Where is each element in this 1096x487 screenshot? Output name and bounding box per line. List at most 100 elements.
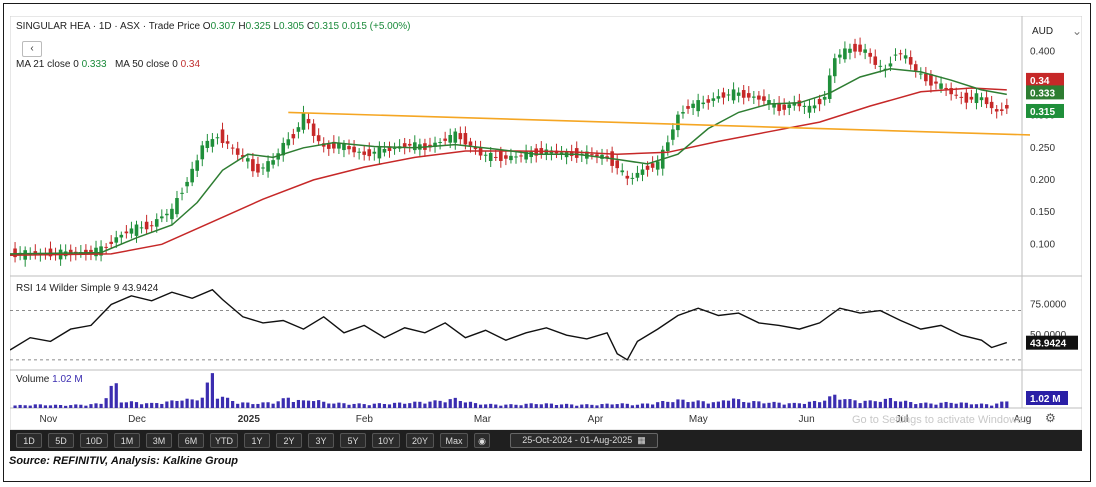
candle-body: [458, 133, 463, 140]
candle-body: [514, 156, 518, 158]
volume-bar: [48, 405, 53, 408]
interval: 1D: [98, 21, 112, 32]
range-button-5y[interactable]: 5Y: [340, 433, 366, 448]
volume-bar: [762, 403, 766, 408]
range-button-3y[interactable]: 3Y: [308, 433, 334, 448]
price-tick-label: 0.200: [1030, 175, 1055, 186]
volume-bar: [372, 403, 376, 408]
candle: [635, 165, 640, 182]
range-button-5d[interactable]: 5D: [48, 433, 74, 448]
range-button-ytd[interactable]: YTD: [210, 433, 238, 448]
candle-body: [311, 123, 316, 136]
candle-body: [483, 154, 488, 156]
volume-bar: [757, 401, 761, 408]
candle-body: [559, 152, 564, 155]
volume-bar: [863, 400, 867, 408]
volume-bar: [645, 403, 650, 408]
volume-bar: [74, 404, 78, 408]
volume-bar: [332, 403, 336, 408]
candle: [170, 203, 174, 226]
volume-bar: [134, 402, 139, 408]
candle-body: [681, 112, 685, 114]
candle-body: [499, 151, 503, 161]
candle: [716, 89, 721, 103]
candle-body: [306, 118, 311, 124]
reset-icon[interactable]: ◉: [474, 433, 490, 448]
volume-bar: [888, 398, 893, 408]
candle-body: [271, 160, 275, 165]
candle: [337, 136, 341, 154]
volume-bar: [883, 398, 887, 408]
candle: [220, 122, 225, 148]
volume-bar: [276, 401, 280, 408]
candle-body: [154, 219, 159, 227]
range-button-1y[interactable]: 1Y: [244, 433, 270, 448]
candle: [686, 99, 690, 114]
candle-body: [868, 52, 872, 57]
trendline: [288, 111, 1031, 136]
volume-bar: [281, 398, 285, 408]
volume-bar: [185, 398, 189, 408]
volume-bar: [782, 404, 786, 408]
date-range-picker[interactable]: 25-Oct-2024 - 01-Aug-2025 ▦: [510, 433, 658, 448]
candle-body: [256, 163, 260, 173]
candle-body: [190, 168, 194, 183]
candle-body: [711, 98, 716, 101]
range-button-max[interactable]: Max: [440, 433, 468, 448]
back-button[interactable]: ‹: [22, 41, 42, 57]
candle-body: [13, 248, 17, 258]
range-button-2y[interactable]: 2Y: [276, 433, 302, 448]
candle: [903, 48, 908, 64]
volume-bar: [23, 405, 27, 408]
range-button-10d[interactable]: 10D: [80, 433, 108, 448]
candle: [453, 128, 458, 150]
volume-bar: [438, 400, 442, 408]
candle: [539, 141, 544, 159]
candle-body: [903, 55, 908, 59]
volume-bar: [246, 402, 250, 408]
candle-body: [913, 64, 918, 71]
candle-body: [1005, 105, 1009, 109]
volume-bar: [514, 404, 518, 408]
candle-body: [853, 43, 857, 52]
candle: [767, 94, 771, 110]
chart-svg[interactable]: 0.1000.1500.2000.2500.3000.3500.4000.340…: [10, 16, 1082, 430]
volume-bar: [792, 402, 796, 408]
candle: [964, 87, 969, 110]
gear-icon[interactable]: ⚙: [1045, 411, 1056, 425]
candle-body: [291, 134, 296, 139]
volume-bar: [109, 385, 113, 408]
range-button-1d[interactable]: 1D: [16, 433, 42, 448]
chart-area[interactable]: 0.1000.1500.2000.2500.3000.3500.4000.340…: [10, 16, 1082, 451]
candle-body: [266, 161, 270, 172]
candle: [342, 140, 346, 158]
candle-body: [413, 142, 417, 151]
volume-bar: [453, 397, 457, 408]
candle-body: [640, 169, 645, 175]
candle-body: [746, 93, 751, 98]
candle: [281, 137, 286, 162]
range-button-6m[interactable]: 6M: [178, 433, 204, 448]
chevron-down-icon[interactable]: ⌄: [1072, 24, 1083, 38]
candle: [752, 90, 756, 105]
candle: [681, 105, 685, 119]
candle: [468, 137, 473, 153]
candle: [413, 135, 417, 154]
high-value: 0.325: [245, 21, 271, 32]
candle-body: [286, 139, 291, 146]
volume-bar: [256, 403, 260, 408]
ma50-line: [10, 87, 1007, 256]
range-button-20y[interactable]: 20Y: [406, 433, 434, 448]
price-tick-label: 0.400: [1030, 46, 1055, 57]
volume-bar: [843, 399, 847, 408]
range-button-1m[interactable]: 1M: [114, 433, 140, 448]
range-button-10y[interactable]: 10Y: [372, 433, 400, 448]
candle: [843, 41, 847, 63]
volume-bar: [59, 405, 63, 408]
candle-body: [519, 155, 523, 157]
range-button-3m[interactable]: 3M: [146, 433, 172, 448]
candle: [387, 141, 392, 158]
candle: [827, 68, 832, 103]
candle-body: [473, 146, 478, 150]
volume-bar: [205, 382, 209, 408]
